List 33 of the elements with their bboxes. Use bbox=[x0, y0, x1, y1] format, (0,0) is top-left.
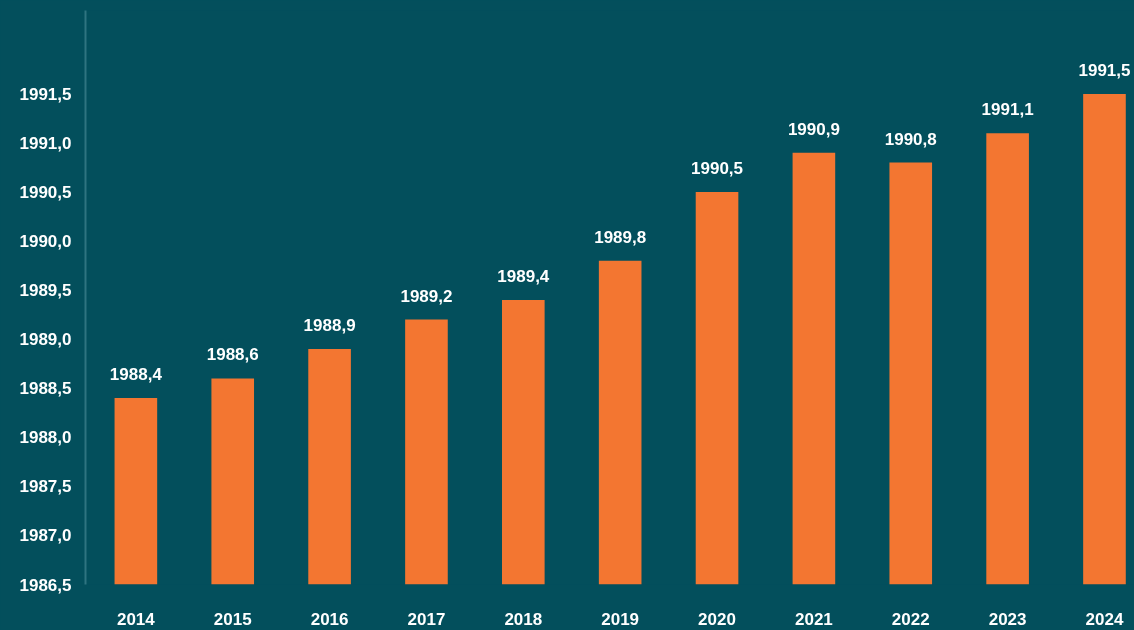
y-tick-label: 1991,5 bbox=[19, 84, 72, 104]
data-label: 1991,1 bbox=[981, 100, 1034, 120]
x-tick-label: 2024 bbox=[1085, 609, 1124, 629]
y-tick-label: 1988,5 bbox=[19, 379, 72, 399]
x-tick-label: 2019 bbox=[601, 609, 640, 629]
y-tick-label: 1987,5 bbox=[19, 477, 72, 497]
x-tick-label: 2022 bbox=[891, 609, 930, 629]
data-label: 1988,9 bbox=[303, 316, 356, 336]
x-tick-label: 2023 bbox=[988, 609, 1027, 629]
data-label: 1989,2 bbox=[400, 286, 453, 306]
y-tick-label: 1989,0 bbox=[19, 330, 72, 350]
x-tick-label: 2014 bbox=[116, 609, 156, 629]
y-tick-label: 1986,5 bbox=[19, 575, 72, 595]
x-tick-label: 2021 bbox=[794, 609, 833, 629]
data-label: 1990,5 bbox=[691, 159, 744, 179]
data-label: 1988,6 bbox=[206, 345, 259, 365]
data-label: 1991,5 bbox=[1078, 60, 1131, 80]
data-label: 1988,4 bbox=[109, 365, 163, 385]
y-tick-label: 1988,0 bbox=[19, 428, 72, 448]
x-tick-label: 2020 bbox=[698, 609, 736, 629]
x-tick-label: 2017 bbox=[407, 609, 446, 629]
data-label: 1989,4 bbox=[497, 266, 550, 286]
x-tick-label: 2015 bbox=[213, 609, 252, 629]
y-tick-label: 1990,0 bbox=[19, 232, 72, 252]
y-tick-label: 1989,5 bbox=[19, 281, 72, 301]
x-tick-label: 2018 bbox=[504, 609, 543, 629]
y-tick-label: 1987,0 bbox=[19, 526, 72, 546]
y-tick-label: 1990,5 bbox=[19, 183, 72, 203]
y-tick-label: 1991,0 bbox=[19, 133, 72, 153]
data-label: 1990,8 bbox=[884, 129, 937, 149]
data-label: 1989,8 bbox=[594, 227, 647, 247]
data-label: 1990,9 bbox=[787, 119, 840, 139]
x-tick-label: 2016 bbox=[310, 609, 349, 629]
